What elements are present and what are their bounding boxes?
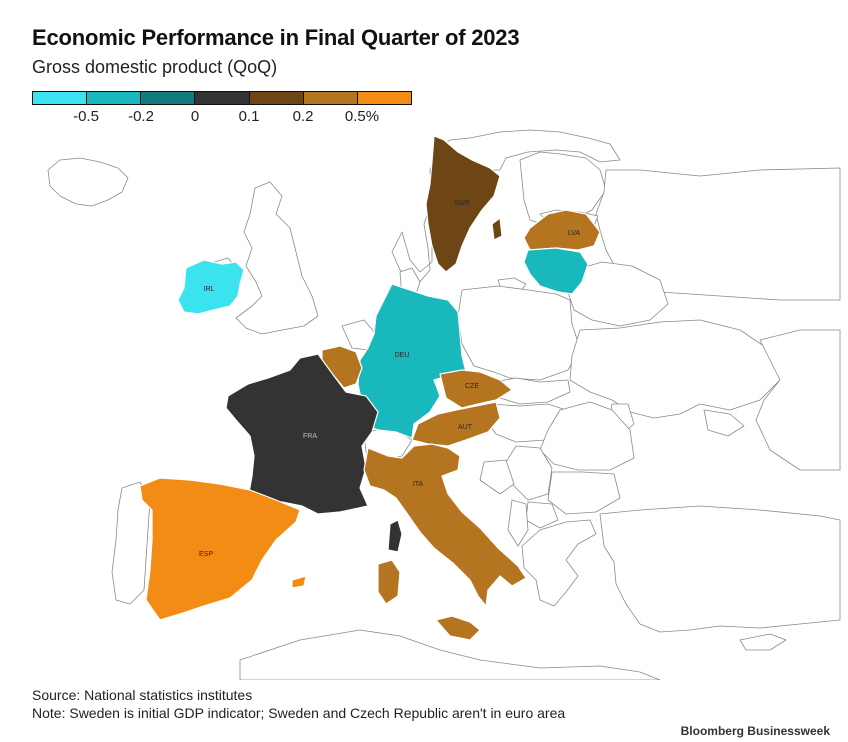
crimea <box>703 409 745 437</box>
sicily <box>435 615 481 641</box>
czech-republic <box>439 369 513 409</box>
sweden <box>425 135 501 273</box>
germany <box>357 283 467 439</box>
latvia <box>523 209 601 251</box>
brand-logo: Bloomberg Businessweek <box>680 724 830 738</box>
iceland <box>47 157 129 207</box>
turkey <box>599 505 841 633</box>
spain <box>139 477 301 621</box>
legend-swatch <box>33 92 88 104</box>
legend-swatch <box>141 92 196 104</box>
albania <box>507 499 529 547</box>
russia <box>595 167 841 301</box>
ukraine <box>569 319 781 419</box>
great-britain <box>235 181 319 335</box>
cyprus <box>739 633 787 651</box>
belarus <box>567 261 669 327</box>
legend-swatch <box>195 92 250 104</box>
legend-swatch <box>303 92 358 104</box>
legend-swatch <box>249 92 304 104</box>
legend-tick-labels: -0.5 -0.2 0 0.1 0.2 0.5% <box>32 108 412 128</box>
source-note: Source: National statistics institutes <box>32 687 253 703</box>
north-africa <box>239 629 661 680</box>
gotland <box>491 217 503 241</box>
label-lva: LVA <box>568 230 581 237</box>
balearic-islands <box>291 575 307 589</box>
label-esp: ESP <box>199 551 213 558</box>
color-legend <box>32 91 412 105</box>
legend-tick: -0.2 <box>128 108 154 125</box>
label-ita: ITA <box>413 481 424 488</box>
label-irl: IRL <box>204 286 215 293</box>
country-labels: SWE LVA IRL DEU CZE AUT FRA ITA ESP <box>199 200 580 558</box>
poland <box>457 285 581 381</box>
north-macedonia <box>525 501 559 529</box>
sardinia <box>377 559 401 605</box>
legend-swatch <box>357 92 411 104</box>
france <box>225 353 379 515</box>
legend-tick: 0.2 <box>292 108 314 125</box>
legend-tick: 0 <box>190 108 200 125</box>
lithuania <box>523 247 589 295</box>
greece <box>521 519 597 607</box>
ireland <box>177 259 245 315</box>
label-deu: DEU <box>395 352 410 359</box>
legend-tick: 0.5% <box>344 108 380 125</box>
label-aut: AUT <box>458 424 473 431</box>
euro-countries <box>139 135 601 641</box>
legend-swatch <box>87 92 142 104</box>
chart-subtitle: Gross domestic product (QoQ) <box>32 57 278 77</box>
bosnia <box>479 459 515 495</box>
italy <box>363 443 527 607</box>
russia-south <box>755 329 841 471</box>
bulgaria <box>547 471 621 515</box>
europe-map: SWE LVA IRL DEU CZE AUT FRA ITA ESP <box>47 129 841 680</box>
label-fra: FRA <box>303 433 317 440</box>
label-cze: CZE <box>465 383 479 390</box>
label-swe: SWE <box>454 200 470 207</box>
romania <box>539 401 635 471</box>
slovakia <box>493 377 571 405</box>
finland <box>519 151 607 227</box>
chart-title: Economic Performance in Final Quarter of… <box>32 25 520 50</box>
legend-tick: -0.5 <box>73 108 99 125</box>
footnote: Note: Sweden is initial GDP indicator; S… <box>32 705 566 721</box>
austria <box>411 401 501 447</box>
legend-tick: 0.1 <box>238 108 260 125</box>
corsica <box>387 519 403 553</box>
